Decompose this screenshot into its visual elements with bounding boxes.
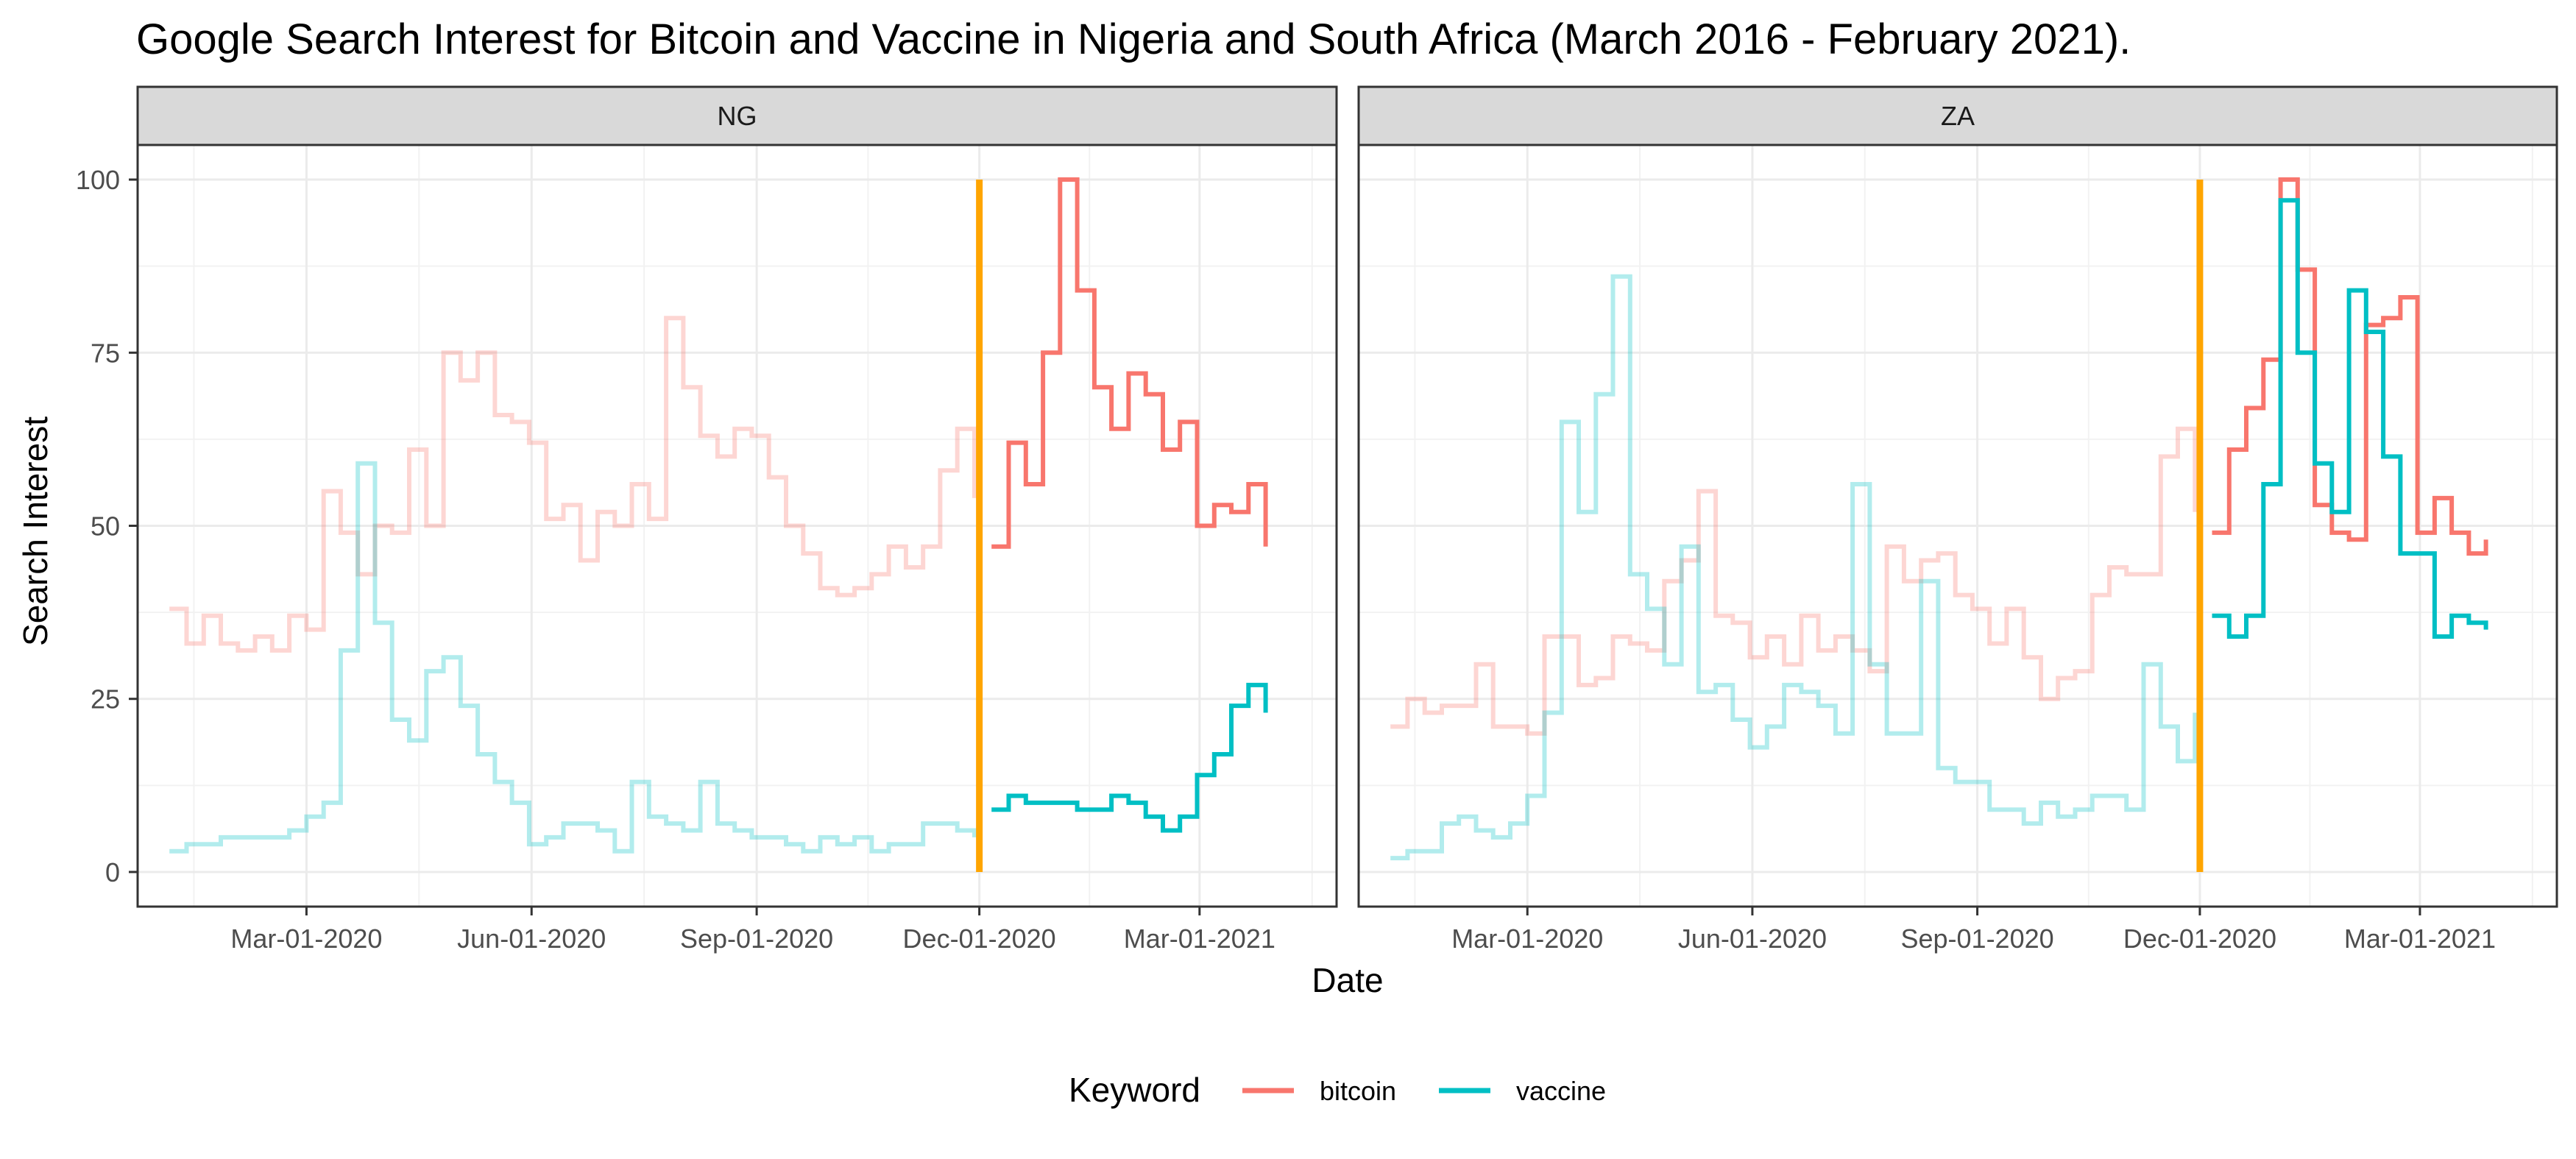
legend-title: Keyword (1069, 1071, 1200, 1109)
facet-strip (1357, 85, 2558, 146)
legend-label-bitcoin: bitcoin (1320, 1076, 1396, 1106)
panel-ng: NG Mar-01-2020 Jun-01-2020 Sep-01-2020 Dec-0… (76, 85, 1338, 954)
x-tick-label: Jun-01-2020 (1678, 924, 1827, 954)
series-vaccine-za-before (1390, 274, 2198, 861)
y-tick-label: 25 (91, 684, 120, 715)
x-tick-label: Mar-01-2020 (1451, 924, 1603, 954)
panel-za: ZA Mar-01-2020 Jun-01-2020 Sep-01-2020 Dec-0… (1357, 85, 2558, 954)
series-bitcoin-za-after (2212, 177, 2488, 556)
x-tick-label: Jun-01-2020 (457, 924, 606, 954)
x-tick-label: Dec-01-2020 (2123, 924, 2276, 954)
x-tick-label: Sep-01-2020 (680, 924, 833, 954)
x-tick-label: Mar-01-2020 (230, 924, 382, 954)
series-bitcoin-ng-before (169, 316, 977, 653)
y-tick-label: 75 (91, 338, 120, 368)
y-axis-title: Search Interest (16, 417, 54, 646)
x-tick-label: Mar-01-2021 (1124, 924, 1275, 954)
series-vaccine-ng-before (169, 461, 977, 854)
legend: Keyword bitcoin vaccine (1069, 1071, 1606, 1109)
y-tick-label: 100 (76, 165, 120, 195)
series-bitcoin-ng-after (991, 177, 1268, 549)
x-tick-label: Mar-01-2021 (2344, 924, 2496, 954)
facet-strip-label: NG (718, 101, 757, 131)
facet-strip-label: ZA (1941, 101, 1975, 131)
chart-title: Google Search Interest for Bitcoin and V… (136, 15, 2131, 63)
series-vaccine-ng-after (991, 682, 1268, 833)
legend-label-vaccine: vaccine (1516, 1076, 1606, 1106)
x-tick-label: Sep-01-2020 (1900, 924, 2053, 954)
x-axis-title: Date (1312, 961, 1383, 999)
y-tick-label: 0 (105, 857, 120, 887)
facet-panels: NG Mar-01-2020 Jun-01-2020 Sep-01-2020 Dec-0… (76, 85, 2558, 954)
series-vaccine-za-after (2212, 198, 2488, 639)
x-tick-label: Dec-01-2020 (903, 924, 1056, 954)
y-tick-label: 50 (91, 511, 120, 542)
series-bitcoin-za-before (1390, 426, 2198, 736)
facet-strip (136, 85, 1338, 146)
